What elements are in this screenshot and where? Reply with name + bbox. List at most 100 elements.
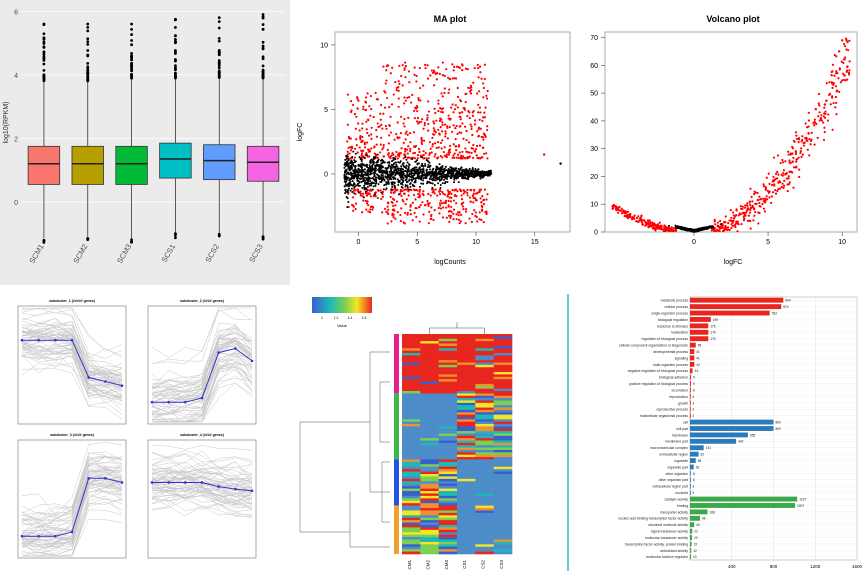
ma-plot-red-point	[479, 127, 482, 130]
subcluster-mean-point	[54, 338, 57, 342]
subcluster-gene-line	[151, 488, 253, 508]
ma-plot-black-point	[399, 160, 402, 163]
ma-plot-black-point	[460, 166, 463, 169]
ma-plot-black-point	[391, 182, 394, 185]
ma-plot-black-point	[353, 192, 356, 195]
ma-plot-red-point	[481, 116, 485, 119]
volcano-plot-red-point	[839, 81, 842, 84]
heatmap-cell	[475, 469, 494, 472]
ma-plot-black-point	[396, 172, 399, 175]
volcano-plot-red-point	[762, 197, 765, 200]
heatmap-cell	[402, 336, 421, 340]
boxplot-outlier-point	[261, 23, 265, 26]
heatmap-cell	[493, 500, 513, 504]
heatmap-cell	[402, 471, 421, 475]
ma-plot-black-point	[354, 174, 357, 177]
ma-plot-black-point	[441, 182, 444, 185]
go-bar	[690, 387, 691, 393]
volcano-plot-red-point	[781, 182, 784, 185]
go-bar	[690, 470, 691, 476]
ma-plot-black-point	[466, 169, 469, 172]
volcano-plot-black-point	[667, 224, 670, 227]
volcano-plot-red-point	[787, 150, 790, 153]
ma-plot-black-point	[395, 163, 398, 166]
boxplot-outlier-point	[174, 41, 177, 45]
ma-plot-black-point	[344, 176, 347, 179]
ma-plot-black-point	[413, 166, 416, 169]
ma-plot-red-point	[427, 122, 430, 126]
heatmap-cell	[438, 520, 458, 523]
volcano-plot-red-point	[735, 220, 738, 223]
heatmap-cell	[493, 461, 513, 465]
heatmap-cell	[438, 486, 458, 489]
ma-plot-red-point	[392, 204, 395, 207]
volcano-plot-red-point	[647, 226, 650, 229]
ma-plot-red-point	[447, 193, 450, 196]
go-term-label: multi-organism process	[653, 363, 688, 367]
ma-plot-black-point	[345, 160, 348, 163]
go-term-label: signal transducer activity	[651, 530, 688, 534]
heatmap-cell	[438, 522, 458, 526]
heatmap-cell	[475, 503, 494, 506]
heatmap-cell	[438, 386, 458, 389]
volcano-plot-red-point	[835, 72, 838, 75]
volcano-plot-red-point	[795, 137, 798, 141]
volcano-plot-red-point	[759, 197, 762, 201]
ma-plot-red-point	[357, 99, 360, 102]
boxplot-outlier-point	[42, 40, 46, 44]
volcano-plot-red-point	[791, 145, 794, 148]
volcano-plot-red-point	[784, 173, 787, 176]
subcluster-gene-line	[21, 455, 123, 514]
ma-plot-red-point	[358, 129, 361, 132]
heatmap-cell	[402, 486, 421, 489]
volcano-plot-red-point	[662, 226, 666, 229]
ma-plot-black-point	[427, 172, 430, 175]
ma-plot-red-point	[391, 66, 394, 69]
ma-plot-red-point	[380, 197, 383, 201]
ma-plot-red-point	[469, 200, 472, 203]
ma-plot-red-point	[462, 137, 465, 140]
ma-plot-red-point	[433, 107, 436, 110]
volcano-plot-red-point	[731, 219, 735, 223]
heatmap-cell	[438, 433, 458, 437]
ma-plot-red-point	[460, 63, 464, 66]
heatmap-cell	[457, 449, 476, 453]
ma-plot-red-point	[433, 192, 436, 195]
ma-plot-black-point	[357, 175, 360, 178]
volcano-plot-red-point	[820, 114, 823, 117]
ma-plot-red-point	[390, 103, 394, 106]
volcano-plot-red-point	[731, 224, 735, 228]
heatmap-cell	[493, 449, 513, 453]
ma-plot-black-point	[462, 175, 465, 178]
ma-plot-red-point	[395, 200, 399, 203]
volcano-plot-red-point	[787, 153, 790, 156]
ma-plot-red-point	[396, 121, 399, 124]
volcano-plot-red-point	[716, 228, 719, 231]
volcano-plot-frame	[604, 31, 858, 233]
volcano-plot-red-point	[814, 121, 817, 124]
volcano-plot-red-point	[713, 220, 716, 223]
ma-plot-red-point	[407, 190, 410, 193]
ma-plot-red-point	[398, 82, 401, 86]
go-bar	[690, 528, 693, 534]
go-bar	[690, 535, 693, 540]
ma-plot-red-point	[413, 73, 416, 76]
ma-plot-red-point	[456, 190, 459, 193]
ma-plot-red-point	[411, 219, 414, 222]
subcluster-gene-line	[21, 312, 123, 369]
volcano-plot-black-point	[676, 226, 679, 229]
boxplot-outlier-point	[130, 69, 133, 73]
heatmap-cell	[457, 433, 476, 437]
ma-plot-black-point	[400, 185, 403, 188]
ma-plot-red-point	[462, 192, 465, 195]
heatmap-cell	[493, 481, 513, 485]
volcano-plot-red-point	[739, 205, 742, 208]
volcano-plot-red-point	[818, 104, 821, 107]
heatmap-cell	[493, 421, 513, 425]
ma-plot-red-point	[441, 139, 444, 142]
heatmap-cell	[438, 503, 458, 506]
heatmap-cell	[402, 498, 421, 502]
ma-plot-black-point	[345, 157, 348, 160]
ma-plot-black-point	[361, 186, 364, 189]
ma-plot-black-point	[393, 166, 396, 169]
